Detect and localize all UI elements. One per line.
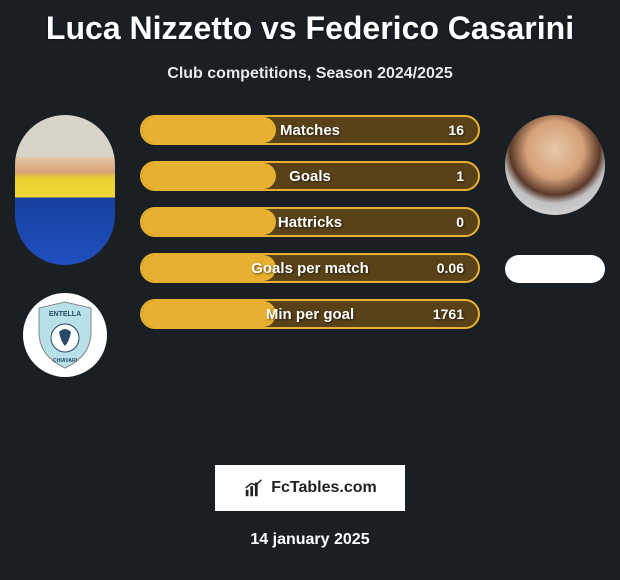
stat-bar-value: 16 (448, 122, 464, 138)
player-left-avatar-fill (15, 115, 115, 265)
stat-bar-value: 0 (456, 214, 464, 230)
player-right-avatar (505, 115, 605, 215)
stat-bar-label: Goals (289, 168, 331, 185)
stat-bar-fill (142, 163, 276, 189)
stat-bar-value: 1 (456, 168, 464, 184)
stat-bar-value: 0.06 (437, 260, 464, 276)
stat-bar-label: Matches (280, 122, 340, 139)
footer-date: 14 january 2025 (0, 531, 620, 549)
site-badge-text: FcTables.com (271, 479, 377, 497)
stat-bar-label: Goals per match (251, 260, 369, 277)
stat-bar: Goals per match 0.06 (140, 253, 480, 283)
player-left-column: ENTELLA CHIAVARI (10, 115, 120, 377)
player-right-club-badge (505, 255, 605, 283)
comparison-panel: ENTELLA CHIAVARI Matches 16 Goals 1 Hatt… (0, 115, 620, 415)
stat-bar-fill (142, 117, 276, 143)
stat-bar: Goals 1 (140, 161, 480, 191)
stat-bar: Matches 16 (140, 115, 480, 145)
stat-bar-label: Hattricks (278, 214, 342, 231)
shield-icon: ENTELLA CHIAVARI (35, 300, 95, 370)
stat-bars: Matches 16 Goals 1 Hattricks 0 Goals per… (140, 115, 480, 345)
stat-bar: Min per goal 1761 (140, 299, 480, 329)
stat-bar-label: Min per goal (266, 306, 354, 323)
page-subtitle: Club competitions, Season 2024/2025 (0, 65, 620, 83)
player-right-column (500, 115, 610, 283)
page-title: Luca Nizzetto vs Federico Casarini (0, 0, 620, 47)
stat-bar-fill (142, 301, 276, 327)
svg-text:CHIAVARI: CHIAVARI (53, 358, 78, 364)
player-left-avatar (15, 115, 115, 265)
svg-text:ENTELLA: ENTELLA (49, 311, 81, 318)
chart-icon (243, 477, 265, 499)
stat-bar: Hattricks 0 (140, 207, 480, 237)
player-left-club-badge: ENTELLA CHIAVARI (23, 293, 107, 377)
stat-bar-value: 1761 (433, 306, 464, 322)
site-badge: FcTables.com (215, 465, 405, 511)
stat-bar-fill (142, 209, 276, 235)
